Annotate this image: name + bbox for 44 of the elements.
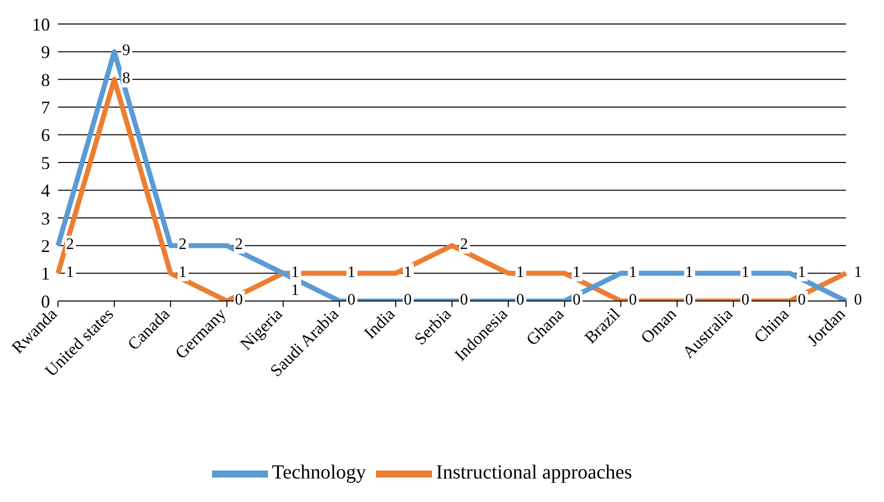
legend-label: Technology [272,462,366,484]
legend-label: Instructional approaches [436,462,632,484]
data-label: 1 [404,264,412,281]
data-label: 0 [347,292,356,308]
data-label: 0 [460,292,468,308]
data-label: 1 [291,282,300,299]
y-tick-label: 7 [41,97,50,118]
data-label: 9 [122,42,130,60]
data-label: 0 [854,292,862,308]
data-label: 1 [628,264,637,281]
data-label: 1 [685,264,694,281]
data-label: 1 [516,264,524,281]
data-label: 2 [178,236,187,254]
y-tick-label: 1 [41,264,50,284]
data-label: 0 [516,292,524,308]
data-label: 8 [122,70,130,87]
data-label: 1 [66,264,74,281]
data-label: 1 [347,264,356,281]
data-label: 0 [404,292,412,308]
x-tick-label: India [360,304,399,343]
data-label: 2 [66,236,74,254]
data-label: 2 [234,236,243,254]
data-label: 1 [291,264,300,281]
y-tick-label: 9 [41,42,50,62]
y-tick-label: 6 [41,125,50,146]
data-label: 0 [685,292,694,308]
y-tick-label: 10 [32,14,50,34]
data-label: 1 [798,264,806,281]
data-label: 0 [628,292,637,308]
data-label: 0 [798,292,806,308]
y-tick-label: 0 [41,291,50,312]
y-tick-label: 2 [41,236,50,256]
y-tick-label: 3 [41,208,50,228]
y-tick-label: 5 [41,152,50,173]
data-label: 1 [854,264,862,281]
y-tick-label: 4 [41,180,50,201]
data-label: 1 [178,264,187,281]
y-tick-label: 8 [41,70,50,90]
data-label: 1 [741,264,750,281]
data-label: 0 [572,292,581,308]
data-label: 0 [234,292,243,308]
data-label: 1 [572,264,581,281]
data-label: 0 [741,292,750,308]
data-label: 2 [460,236,468,254]
